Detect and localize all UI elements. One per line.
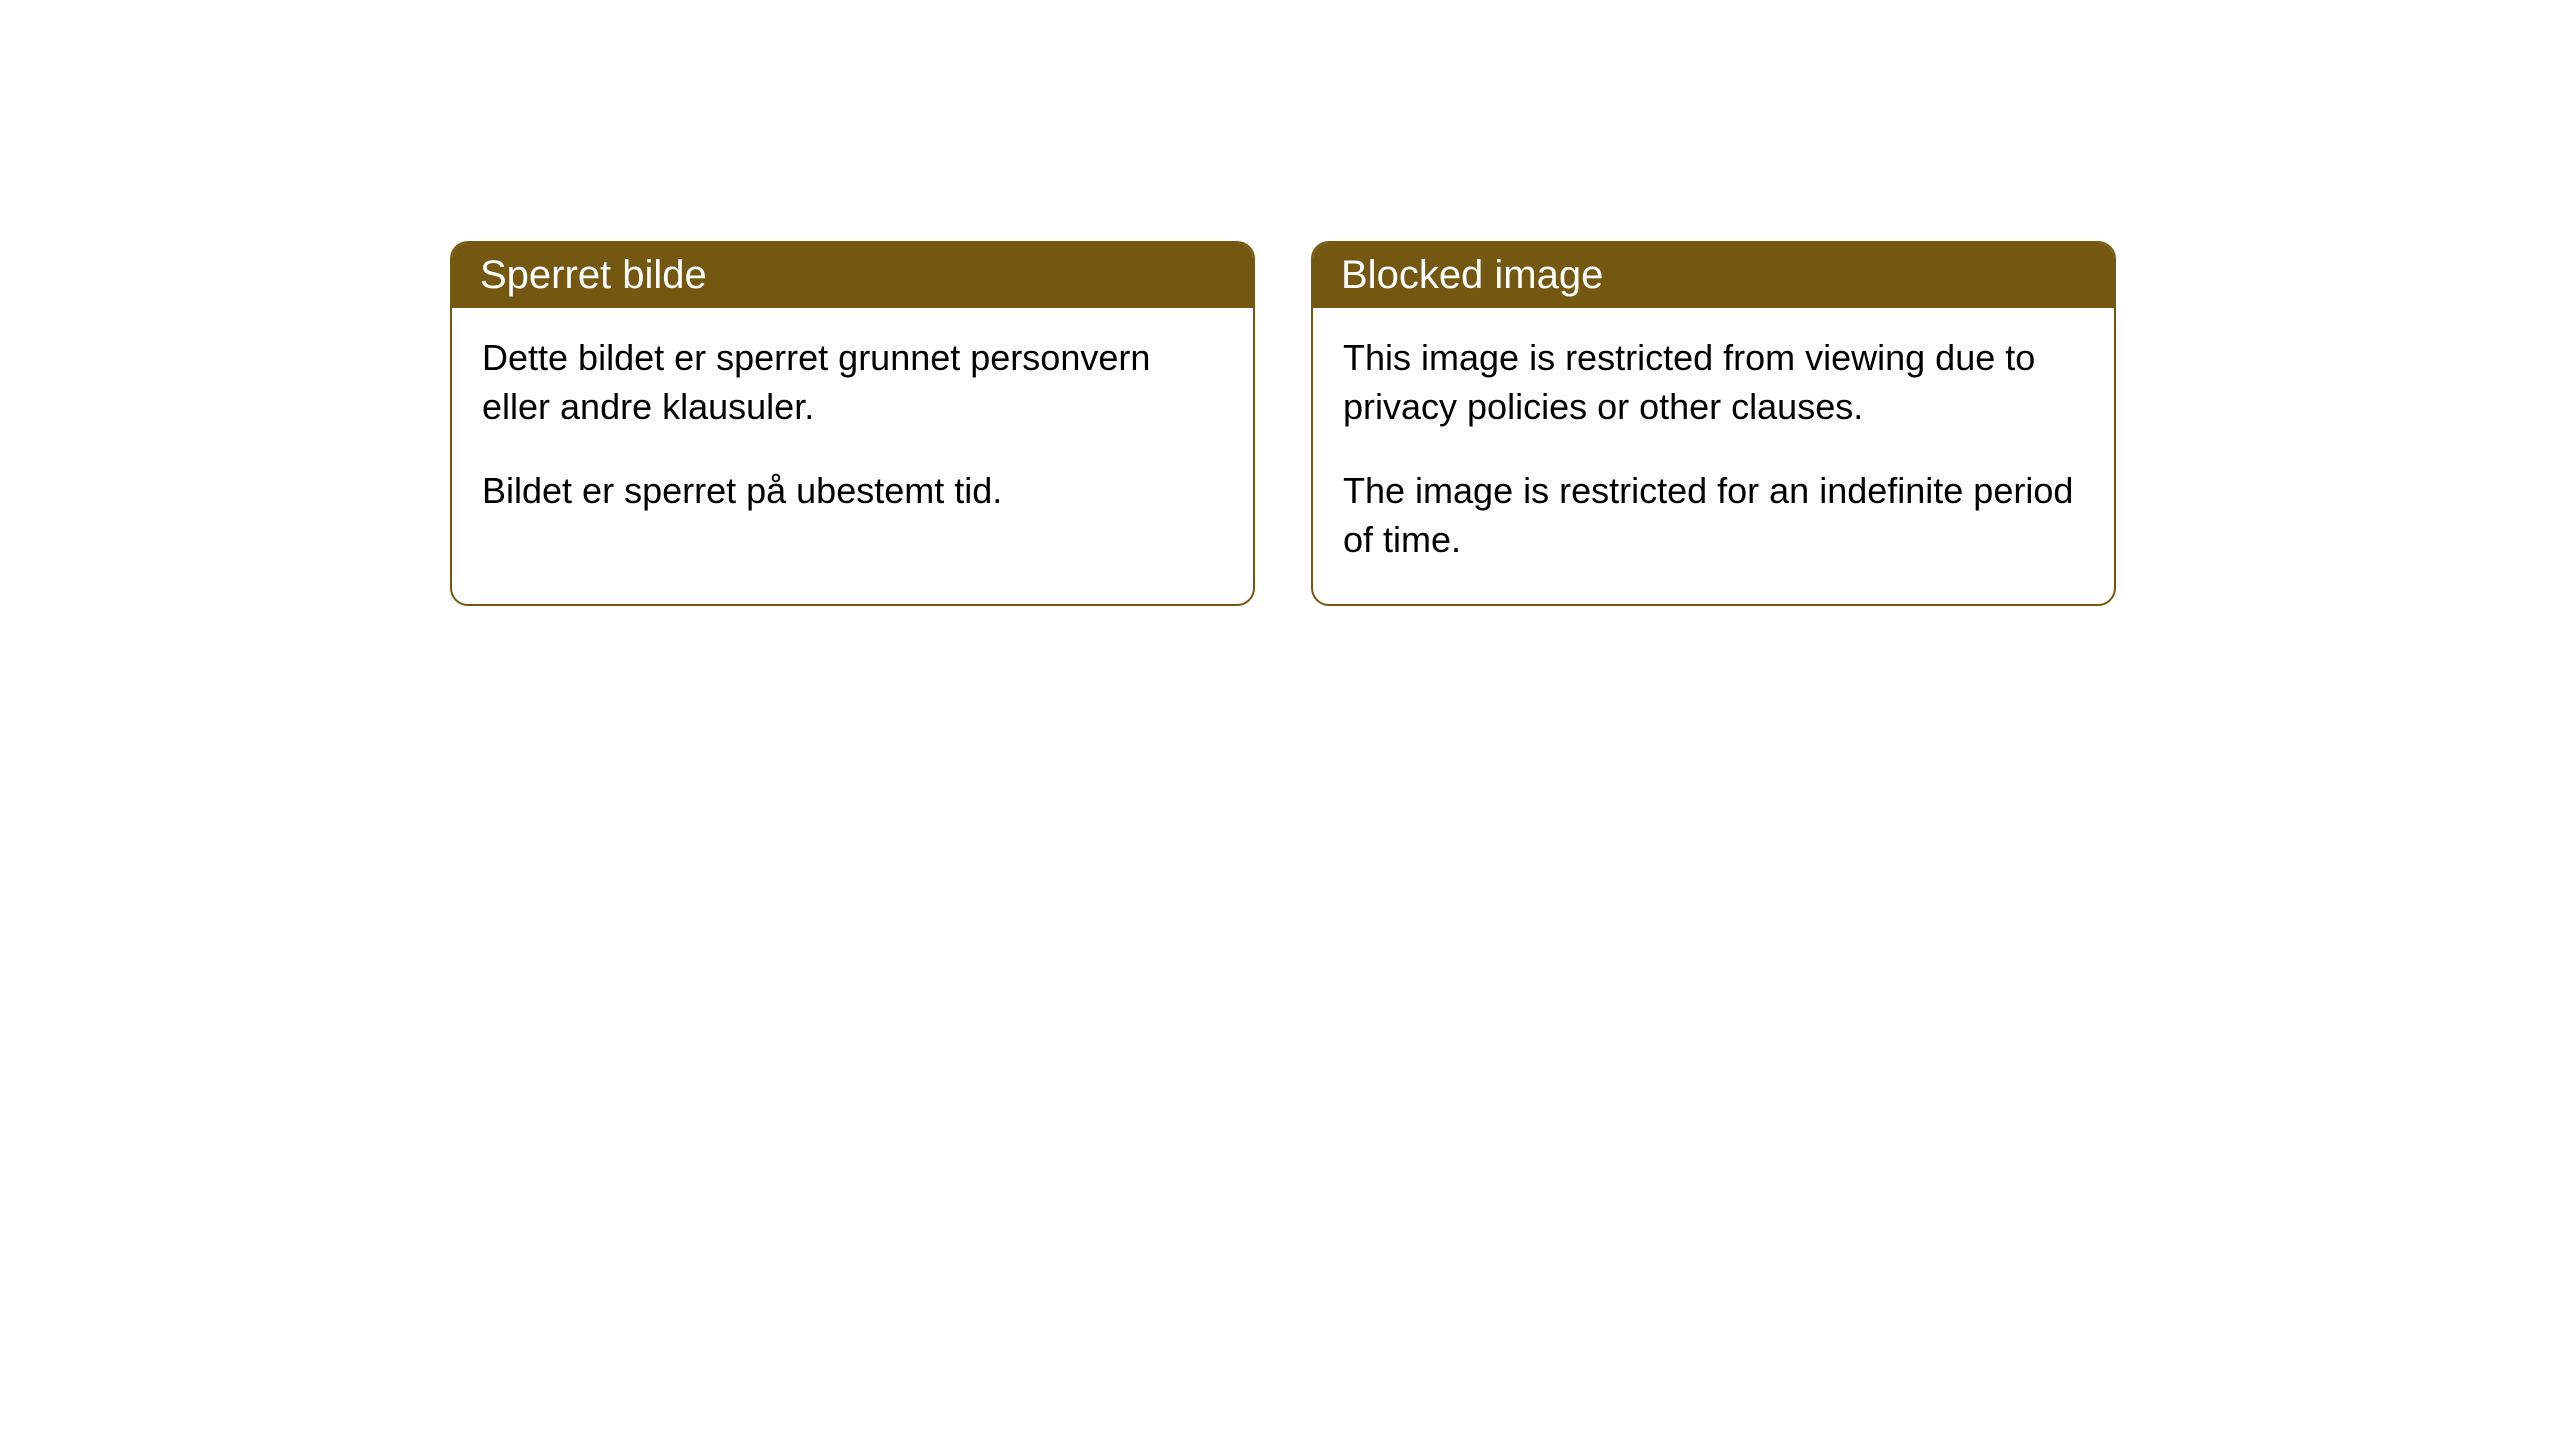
card-header: Sperret bilde — [452, 243, 1253, 308]
card-paragraph: Bildet er sperret på ubestemt tid. — [482, 467, 1223, 516]
blocked-image-card-norwegian: Sperret bilde Dette bildet er sperret gr… — [450, 241, 1255, 606]
card-title: Sperret bilde — [480, 253, 707, 297]
notice-cards-container: Sperret bilde Dette bildet er sperret gr… — [0, 0, 2560, 606]
card-title: Blocked image — [1341, 253, 1603, 297]
card-header: Blocked image — [1313, 243, 2114, 308]
card-paragraph: Dette bildet er sperret grunnet personve… — [482, 334, 1223, 431]
card-paragraph: The image is restricted for an indefinit… — [1343, 467, 2084, 564]
card-body: This image is restricted from viewing du… — [1313, 308, 2114, 604]
blocked-image-card-english: Blocked image This image is restricted f… — [1311, 241, 2116, 606]
card-body: Dette bildet er sperret grunnet personve… — [452, 308, 1253, 556]
card-paragraph: This image is restricted from viewing du… — [1343, 334, 2084, 431]
